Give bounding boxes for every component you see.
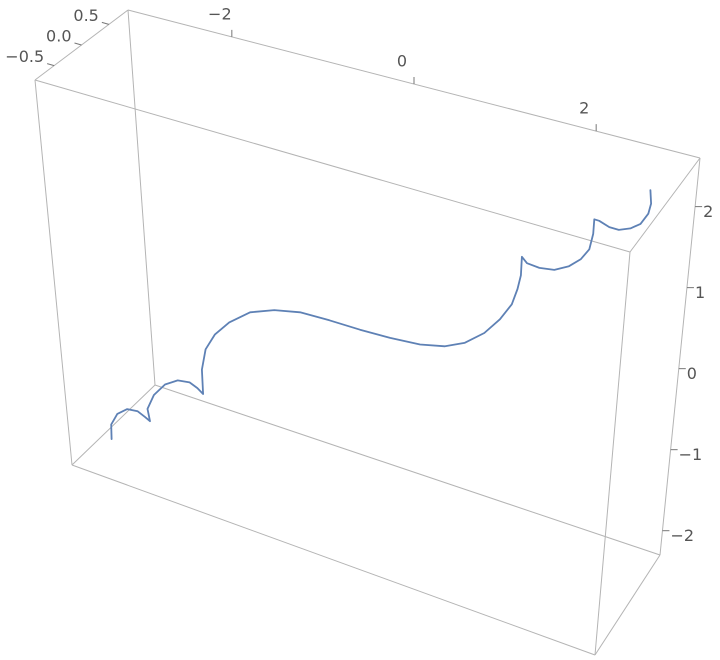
- x-tick-label: −2: [208, 4, 232, 23]
- x-tick-label: 0: [397, 52, 407, 71]
- box-edge: [659, 157, 701, 556]
- x-tick-label: 2: [579, 99, 589, 118]
- z-tick-label: 0: [687, 364, 697, 383]
- box-edge: [154, 384, 661, 556]
- box-edge: [629, 157, 701, 253]
- box-edge: [71, 384, 156, 466]
- y-tick: [101, 21, 109, 25]
- z-tick-label: 1: [695, 283, 705, 302]
- z-tick-label: −2: [670, 526, 694, 545]
- y-tick: [47, 63, 55, 67]
- z-tick-label: 2: [703, 202, 713, 221]
- box-edge: [594, 554, 661, 656]
- box-edge: [71, 464, 596, 656]
- y-tick-label: 0.5: [73, 6, 98, 25]
- box-edge: [127, 9, 156, 386]
- y-tick-label: −0.5: [5, 47, 44, 66]
- box-edge: [34, 79, 73, 466]
- y-tick-label: 0.0: [46, 27, 71, 46]
- z-tick-label: −1: [679, 445, 703, 464]
- box-edge: [594, 251, 631, 656]
- curve: [110, 189, 652, 440]
- box-edge: [34, 79, 631, 253]
- y-tick: [74, 42, 82, 46]
